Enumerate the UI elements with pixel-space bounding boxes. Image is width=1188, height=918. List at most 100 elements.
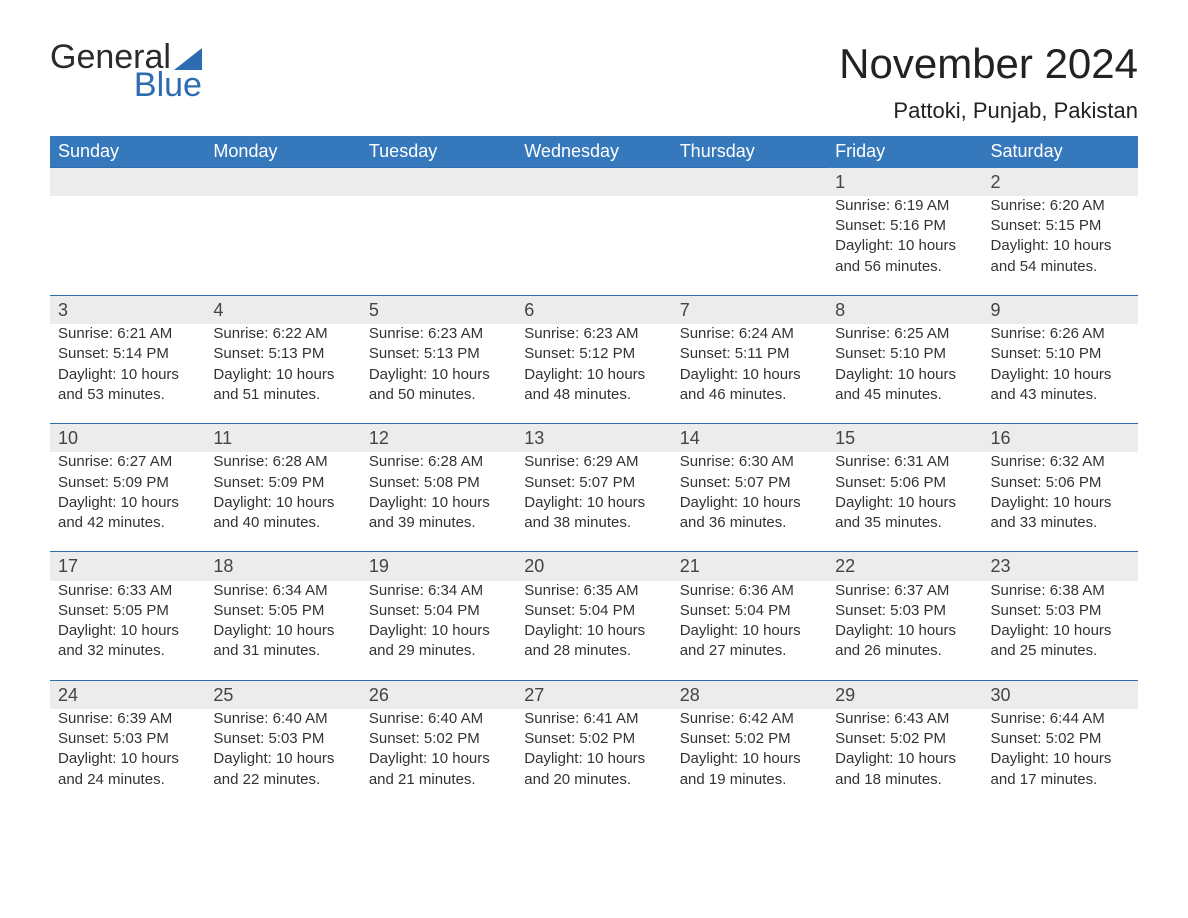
day-content-cell: Sunrise: 6:37 AMSunset: 5:03 PMDaylight:… [827, 581, 982, 681]
day-content-cell: Sunrise: 6:35 AMSunset: 5:04 PMDaylight:… [516, 581, 671, 681]
day-content-row: Sunrise: 6:39 AMSunset: 5:03 PMDaylight:… [50, 709, 1138, 808]
col-thursday: Thursday [672, 136, 827, 168]
daylight-line: Daylight: 10 hours and 18 minutes. [835, 749, 974, 790]
sunrise-line: Sunrise: 6:40 AM [213, 709, 352, 729]
daylight-line: Daylight: 10 hours and 51 minutes. [213, 365, 352, 406]
day-number-cell: 17 [50, 552, 205, 581]
day-number-cell: 10 [50, 424, 205, 453]
day-number-cell: 15 [827, 424, 982, 453]
logo-word2: Blue [118, 68, 202, 102]
sunrise-line: Sunrise: 6:23 AM [524, 324, 663, 344]
daylight-line: Daylight: 10 hours and 33 minutes. [991, 493, 1130, 534]
day-content-row: Sunrise: 6:33 AMSunset: 5:05 PMDaylight:… [50, 581, 1138, 681]
daylight-line: Daylight: 10 hours and 32 minutes. [58, 621, 197, 662]
header: General Blue November 2024 Pattoki, Punj… [50, 40, 1138, 124]
sunrise-line: Sunrise: 6:36 AM [680, 581, 819, 601]
page-title: November 2024 [839, 40, 1138, 88]
day-content-cell [50, 196, 205, 296]
daylight-line: Daylight: 10 hours and 53 minutes. [58, 365, 197, 406]
day-number-cell: 30 [983, 680, 1138, 709]
day-number-cell: 5 [361, 295, 516, 324]
day-content-cell: Sunrise: 6:34 AMSunset: 5:04 PMDaylight:… [361, 581, 516, 681]
sunrise-line: Sunrise: 6:41 AM [524, 709, 663, 729]
sunrise-line: Sunrise: 6:28 AM [213, 452, 352, 472]
daylight-line: Daylight: 10 hours and 22 minutes. [213, 749, 352, 790]
sunrise-line: Sunrise: 6:31 AM [835, 452, 974, 472]
sunrise-line: Sunrise: 6:24 AM [680, 324, 819, 344]
sunrise-line: Sunrise: 6:28 AM [369, 452, 508, 472]
daylight-line: Daylight: 10 hours and 40 minutes. [213, 493, 352, 534]
sunrise-line: Sunrise: 6:43 AM [835, 709, 974, 729]
day-number-cell: 24 [50, 680, 205, 709]
sunset-line: Sunset: 5:02 PM [369, 729, 508, 749]
calendar-table: Sunday Monday Tuesday Wednesday Thursday… [50, 136, 1138, 808]
daylight-line: Daylight: 10 hours and 35 minutes. [835, 493, 974, 534]
daylight-line: Daylight: 10 hours and 56 minutes. [835, 236, 974, 277]
day-number-cell: 7 [672, 295, 827, 324]
day-number-cell: 12 [361, 424, 516, 453]
day-number-cell: 13 [516, 424, 671, 453]
day-number-cell: 11 [205, 424, 360, 453]
daylight-line: Daylight: 10 hours and 20 minutes. [524, 749, 663, 790]
sunset-line: Sunset: 5:09 PM [213, 473, 352, 493]
day-content-cell: Sunrise: 6:27 AMSunset: 5:09 PMDaylight:… [50, 452, 205, 552]
day-content-cell: Sunrise: 6:40 AMSunset: 5:03 PMDaylight:… [205, 709, 360, 808]
location-subtitle: Pattoki, Punjab, Pakistan [839, 98, 1138, 124]
day-number-cell: 28 [672, 680, 827, 709]
day-content-cell: Sunrise: 6:33 AMSunset: 5:05 PMDaylight:… [50, 581, 205, 681]
sunset-line: Sunset: 5:03 PM [835, 601, 974, 621]
sunrise-line: Sunrise: 6:38 AM [991, 581, 1130, 601]
daylight-line: Daylight: 10 hours and 38 minutes. [524, 493, 663, 534]
sunset-line: Sunset: 5:14 PM [58, 344, 197, 364]
sunset-line: Sunset: 5:04 PM [680, 601, 819, 621]
sunrise-line: Sunrise: 6:21 AM [58, 324, 197, 344]
day-number-cell: 1 [827, 168, 982, 196]
col-saturday: Saturday [983, 136, 1138, 168]
daylight-line: Daylight: 10 hours and 54 minutes. [991, 236, 1130, 277]
day-number-cell [516, 168, 671, 196]
day-number-cell [205, 168, 360, 196]
sunset-line: Sunset: 5:10 PM [835, 344, 974, 364]
daylight-line: Daylight: 10 hours and 24 minutes. [58, 749, 197, 790]
sunrise-line: Sunrise: 6:26 AM [991, 324, 1130, 344]
sunrise-line: Sunrise: 6:35 AM [524, 581, 663, 601]
sunset-line: Sunset: 5:07 PM [680, 473, 819, 493]
day-number-cell [50, 168, 205, 196]
sunset-line: Sunset: 5:03 PM [213, 729, 352, 749]
col-wednesday: Wednesday [516, 136, 671, 168]
sunrise-line: Sunrise: 6:37 AM [835, 581, 974, 601]
day-content-cell [361, 196, 516, 296]
day-number-cell: 4 [205, 295, 360, 324]
day-content-cell: Sunrise: 6:38 AMSunset: 5:03 PMDaylight:… [983, 581, 1138, 681]
day-number-cell: 23 [983, 552, 1138, 581]
day-number-cell: 18 [205, 552, 360, 581]
day-content-cell: Sunrise: 6:29 AMSunset: 5:07 PMDaylight:… [516, 452, 671, 552]
daylight-line: Daylight: 10 hours and 27 minutes. [680, 621, 819, 662]
day-content-cell: Sunrise: 6:41 AMSunset: 5:02 PMDaylight:… [516, 709, 671, 808]
sunset-line: Sunset: 5:04 PM [524, 601, 663, 621]
day-number-cell [672, 168, 827, 196]
title-block: November 2024 Pattoki, Punjab, Pakistan [839, 40, 1138, 124]
sunset-line: Sunset: 5:02 PM [680, 729, 819, 749]
daylight-line: Daylight: 10 hours and 48 minutes. [524, 365, 663, 406]
daylight-line: Daylight: 10 hours and 43 minutes. [991, 365, 1130, 406]
day-content-cell: Sunrise: 6:42 AMSunset: 5:02 PMDaylight:… [672, 709, 827, 808]
daynum-row: 12 [50, 168, 1138, 196]
weekday-header-row: Sunday Monday Tuesday Wednesday Thursday… [50, 136, 1138, 168]
daynum-row: 17181920212223 [50, 552, 1138, 581]
day-number-cell [361, 168, 516, 196]
day-content-cell: Sunrise: 6:44 AMSunset: 5:02 PMDaylight:… [983, 709, 1138, 808]
day-content-cell: Sunrise: 6:24 AMSunset: 5:11 PMDaylight:… [672, 324, 827, 424]
sunset-line: Sunset: 5:15 PM [991, 216, 1130, 236]
sunset-line: Sunset: 5:04 PM [369, 601, 508, 621]
sunset-line: Sunset: 5:06 PM [991, 473, 1130, 493]
sunset-line: Sunset: 5:09 PM [58, 473, 197, 493]
day-content-cell: Sunrise: 6:31 AMSunset: 5:06 PMDaylight:… [827, 452, 982, 552]
sunset-line: Sunset: 5:16 PM [835, 216, 974, 236]
day-number-cell: 8 [827, 295, 982, 324]
sunset-line: Sunset: 5:07 PM [524, 473, 663, 493]
sunrise-line: Sunrise: 6:25 AM [835, 324, 974, 344]
day-content-cell: Sunrise: 6:28 AMSunset: 5:09 PMDaylight:… [205, 452, 360, 552]
sunrise-line: Sunrise: 6:19 AM [835, 196, 974, 216]
day-content-cell: Sunrise: 6:25 AMSunset: 5:10 PMDaylight:… [827, 324, 982, 424]
